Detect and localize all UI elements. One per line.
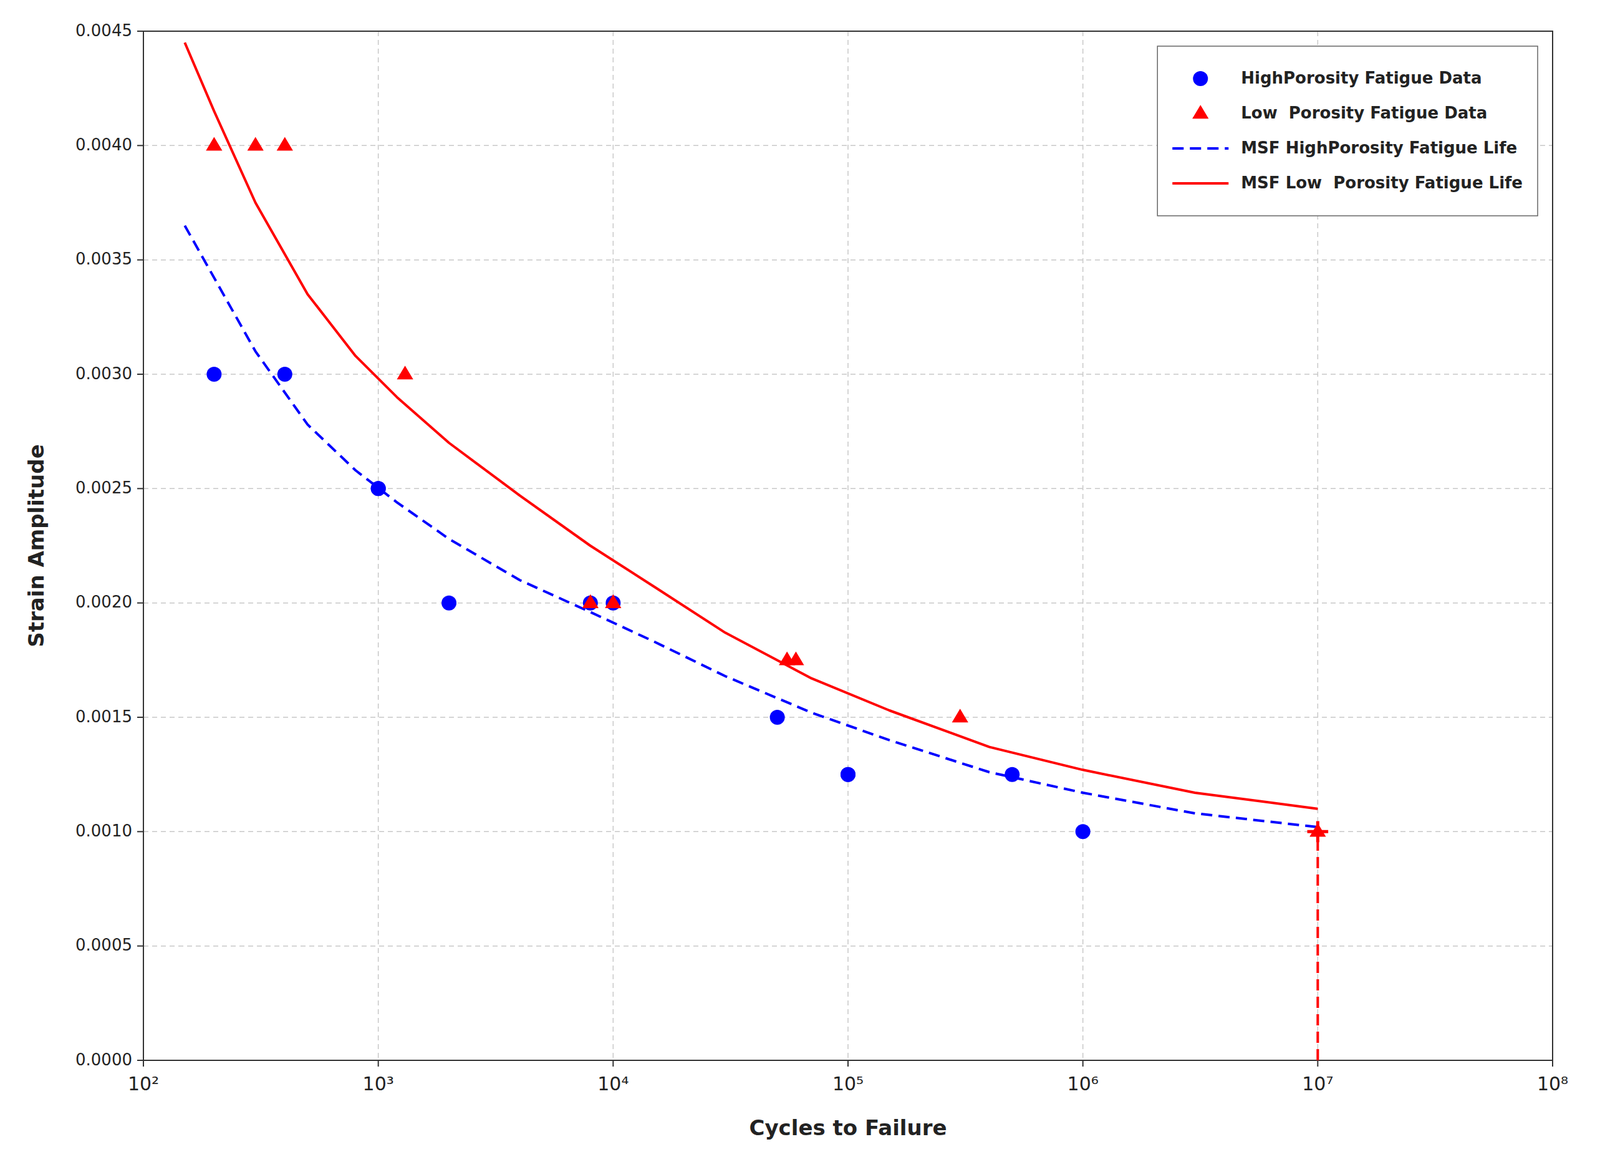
point-triangle xyxy=(787,651,804,666)
point-circle xyxy=(1004,766,1020,782)
tick-y xyxy=(137,1059,144,1061)
legend-item: Low Porosity Fatigue Data xyxy=(1192,103,1488,123)
tick-label-x: 10⁴ xyxy=(597,1072,629,1095)
point-circle xyxy=(441,595,457,611)
legend-item: MSF Low Porosity Fatigue Life xyxy=(1172,173,1523,193)
grid-line-x xyxy=(847,31,849,1061)
series-line xyxy=(184,225,1318,827)
point-triangle xyxy=(247,137,264,151)
point-triangle xyxy=(276,137,294,151)
tick-label-y: 0.0025 xyxy=(75,478,133,497)
x-axis-label: Cycles to Failure xyxy=(748,1114,947,1140)
tick-y xyxy=(137,487,144,489)
tick-y xyxy=(137,373,144,375)
tick-y xyxy=(137,945,144,947)
tick-label-y: 0.0010 xyxy=(75,821,133,840)
grid-line-y xyxy=(143,945,1553,947)
tick-label-y: 0.0020 xyxy=(75,592,133,612)
tick-label-x: 10² xyxy=(127,1072,160,1095)
point-circle xyxy=(277,366,293,382)
tick-x xyxy=(1316,1060,1319,1067)
grid-line-x xyxy=(612,31,615,1061)
grid-line-y xyxy=(143,831,1553,833)
tick-label-y: 0.0030 xyxy=(75,364,133,383)
page: {"chart_data": { "type": "scatter", "xla… xyxy=(0,0,1600,1162)
plot-area xyxy=(143,31,1553,1061)
legend-label: MSF Low Porosity Fatigue Life xyxy=(1240,173,1523,193)
tick-label-y: 0.0035 xyxy=(75,249,133,269)
legend-swatch xyxy=(1192,104,1209,119)
chart: 0.0000 0.0005 0.0010 0.0015 0.0020 0.0025 0.00… xyxy=(0,0,1600,1162)
legend-item: MSF HighPorosity Fatigue Life xyxy=(1172,138,1518,158)
legend-frame xyxy=(1157,46,1538,216)
axes: 0.0000 0.0005 0.0010 0.0015 0.0020 0.0025 0.00… xyxy=(75,21,1569,1095)
tick-y xyxy=(137,144,144,146)
point-triangle xyxy=(604,594,622,608)
tick-y xyxy=(137,830,144,832)
data xyxy=(184,42,1329,1061)
legend-item: HighPorosity Fatigue Data xyxy=(1192,68,1482,88)
tick-x xyxy=(612,1060,614,1067)
legend-swatch xyxy=(1172,147,1229,150)
point-circle xyxy=(371,480,386,496)
point-triangle xyxy=(396,365,413,380)
point-plus xyxy=(1307,821,1329,843)
tick-label-x: 10⁷ xyxy=(1301,1072,1334,1095)
tick-y xyxy=(137,602,144,604)
tick-label-y: 0.0015 xyxy=(75,707,133,726)
legend-swatch xyxy=(1192,71,1208,87)
grid xyxy=(143,31,1553,1061)
tick-y xyxy=(137,259,144,261)
legend-label: HighPorosity Fatigue Data xyxy=(1240,68,1482,88)
series-line xyxy=(184,42,1318,809)
y-axis-label: Strain Amplitude xyxy=(23,443,49,647)
grid-line-x xyxy=(377,31,380,1061)
point-circle xyxy=(371,480,386,496)
point-circle xyxy=(1075,823,1091,839)
point-triangle xyxy=(205,137,222,151)
legend-label: MSF HighPorosity Fatigue Life xyxy=(1240,138,1518,158)
tick-label-y: 0.0040 xyxy=(75,135,133,155)
legend-swatch xyxy=(1172,182,1229,185)
tick-x xyxy=(142,1060,145,1067)
tick-label-x: 10⁸ xyxy=(1537,1072,1569,1095)
tick-label-x: 10⁶ xyxy=(1067,1072,1099,1095)
series-line xyxy=(1316,831,1319,1061)
plot-frame xyxy=(143,31,1553,1061)
point-circle xyxy=(206,366,222,382)
legend-label: Low Porosity Fatigue Data xyxy=(1240,103,1488,123)
tick-y xyxy=(137,716,144,718)
point-circle xyxy=(840,766,856,782)
tick-x xyxy=(847,1060,849,1067)
point-circle xyxy=(840,766,856,782)
legend: HighPorosity Fatigue Data Low Porosity Fa… xyxy=(1157,46,1538,216)
grid-line-x xyxy=(1082,31,1084,1061)
point-triangle xyxy=(582,594,599,608)
tick-x xyxy=(1551,1060,1554,1067)
tick-label-x: 10³ xyxy=(362,1072,395,1095)
tick-y xyxy=(137,30,144,32)
point-circle xyxy=(770,709,786,725)
tick-label-y: 0.0000 xyxy=(75,1050,133,1069)
point-triangle xyxy=(952,708,969,723)
tick-x xyxy=(377,1060,380,1067)
tick-label-x: 10⁵ xyxy=(832,1072,864,1095)
tick-label-y: 0.0005 xyxy=(75,935,133,955)
tick-label-y: 0.0045 xyxy=(75,21,133,40)
tick-x xyxy=(1082,1060,1084,1067)
